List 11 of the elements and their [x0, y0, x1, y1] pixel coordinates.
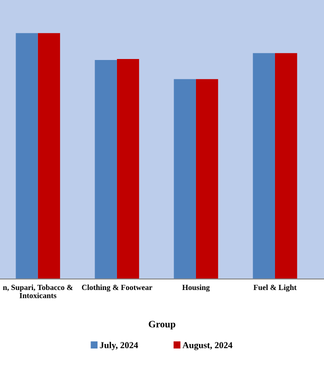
bar	[196, 79, 218, 279]
bar	[252, 53, 276, 279]
legend-label: August, 2024	[182, 342, 232, 350]
bar	[38, 33, 60, 279]
bar	[116, 58, 140, 279]
legend-label: July, 2024	[100, 342, 138, 350]
bar	[16, 33, 38, 279]
bar	[275, 53, 298, 279]
bar	[94, 60, 117, 279]
x-axis-title: Group	[148, 320, 176, 330]
bar	[174, 79, 196, 279]
